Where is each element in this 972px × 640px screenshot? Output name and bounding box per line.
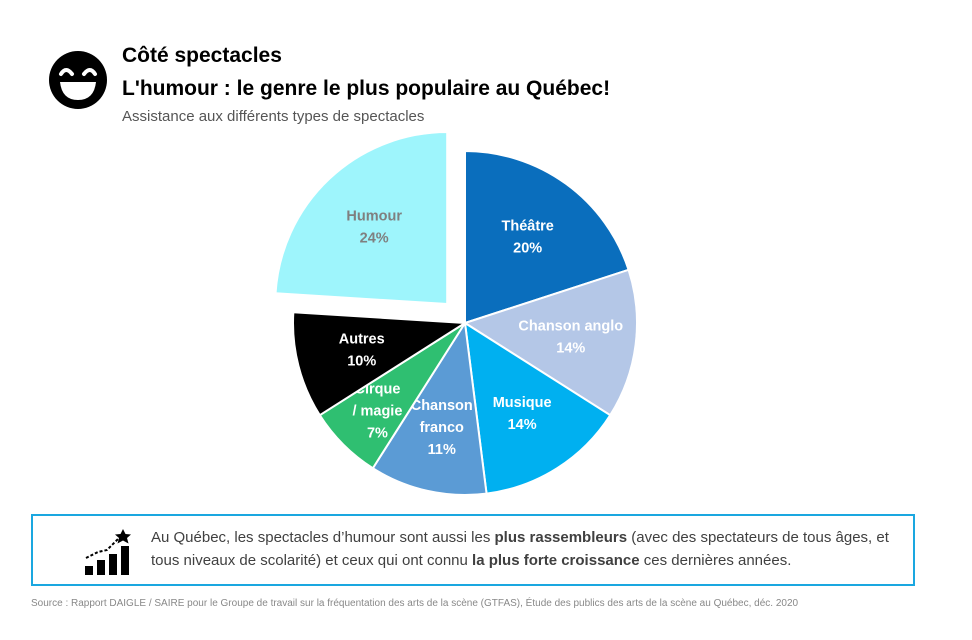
slice-name: Chanson <box>411 398 473 414</box>
slice-label-cirque-magie: Cirque / magie 7% <box>352 382 402 442</box>
slice-name: franco <box>420 420 464 436</box>
slice-label-musique: Musique 14% <box>493 395 552 433</box>
slice-label-theatre: Théâtre 20% <box>501 219 553 257</box>
source-footnote: Source : Rapport DAIGLE / SAIRE pour le … <box>31 598 799 609</box>
slice-name: Chanson anglo <box>518 318 623 334</box>
note-box: Au Québec, les spectacles d’humour sont … <box>31 514 915 586</box>
pie-slice-chanson-franco <box>371 320 488 496</box>
laughing-face-icon <box>49 51 107 109</box>
pie-slice-autres <box>292 311 469 417</box>
slice-label-chanson-anglo: Chanson anglo 14% <box>518 318 623 356</box>
slice-value: 14% <box>508 417 537 433</box>
page-title: Côté spectacles <box>122 44 282 67</box>
chart-headline: L'humour : le genre le plus populaire au… <box>122 77 611 100</box>
pie-slice-chanson-anglo <box>462 268 638 417</box>
slice-label-humour: Humour 24% <box>346 208 402 246</box>
pie-slice-theatre <box>464 149 630 325</box>
slice-label-autres: Autres 10% <box>339 332 385 370</box>
slice-value: 14% <box>556 340 585 356</box>
pie-slice-musique <box>463 321 612 495</box>
slice-value: 20% <box>513 241 542 257</box>
slice-value: 7% <box>367 426 388 442</box>
highlight-rassembleurs: plus rassembleurs <box>494 529 628 546</box>
slice-name: Musique <box>493 395 552 411</box>
pie-slice-humour <box>274 131 449 306</box>
slice-name: Théâtre <box>501 219 553 235</box>
slice-value: 10% <box>347 354 376 370</box>
growth-chart-star-icon <box>85 529 131 575</box>
slice-value: 24% <box>360 230 389 246</box>
slice-name: Autres <box>339 332 385 348</box>
slice-name: Humour <box>346 208 402 224</box>
slice-value: 11% <box>428 442 456 458</box>
pie-chart: Théâtre 20%Chanson anglo 14%Musique 14%Chan… <box>274 131 638 496</box>
highlight-croissance: la plus forte croissance <box>472 552 640 569</box>
note-text: Au Québec, les spectacles d’humour sont … <box>151 529 889 569</box>
chart-subtitle: Assistance aux différents types de spect… <box>122 108 425 125</box>
slice-label-chanson-franco: Chanson franco 11% <box>411 398 473 458</box>
slice-name: / magie <box>352 404 402 420</box>
